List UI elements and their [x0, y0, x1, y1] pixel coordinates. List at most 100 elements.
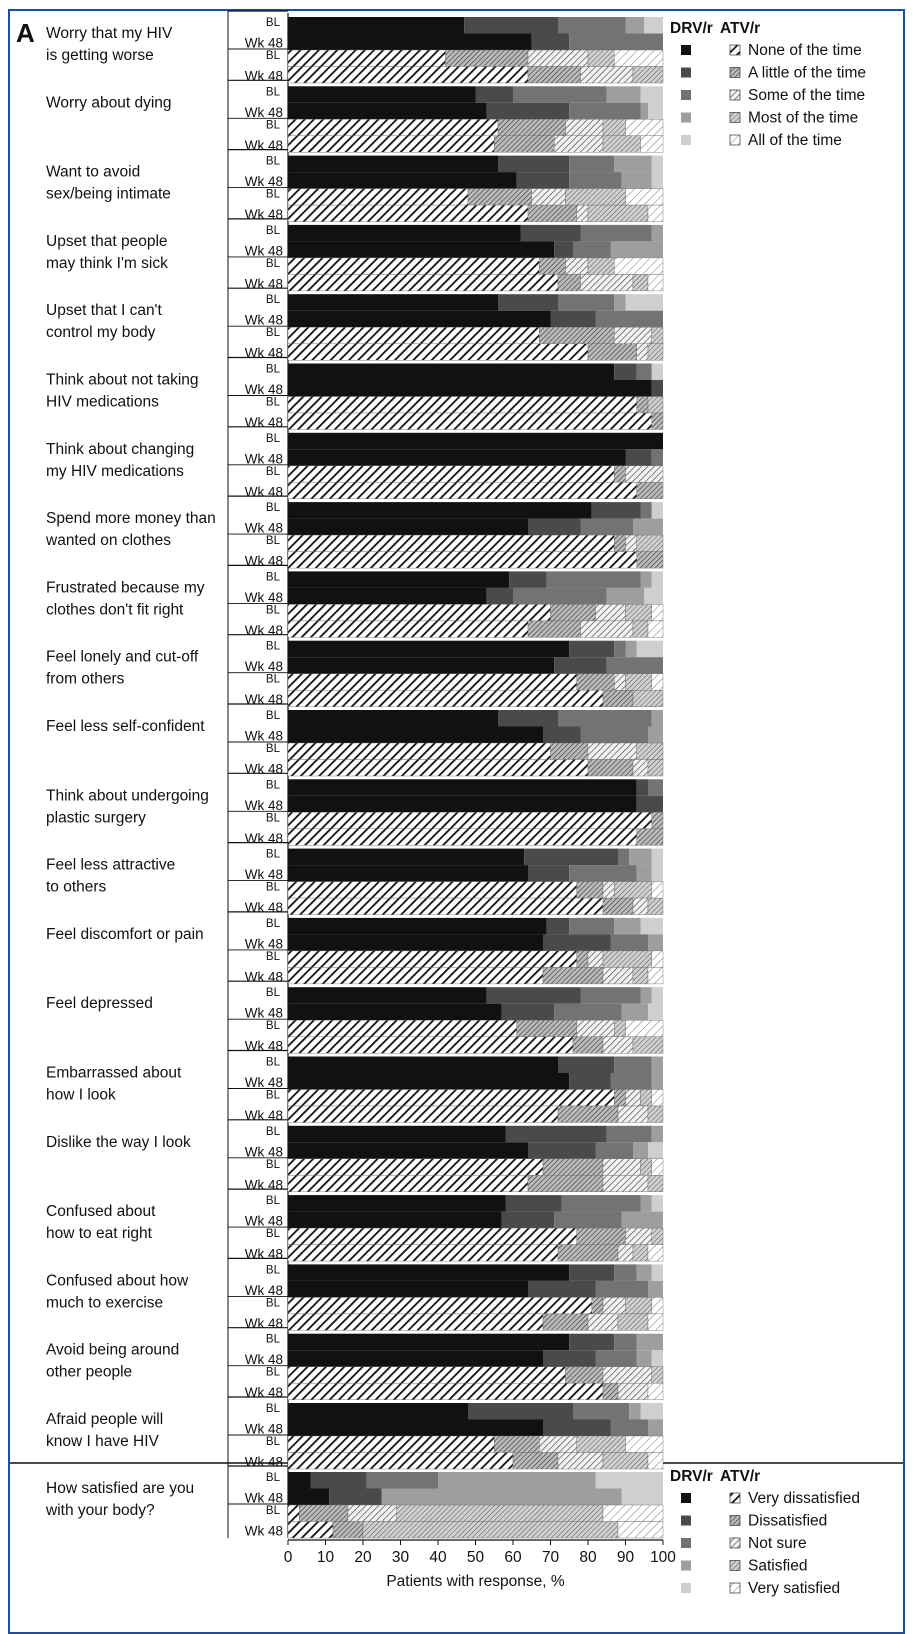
legend-swatch-drv: [681, 135, 691, 145]
item-label: Feel lonely and cut-off: [46, 649, 199, 666]
bar-segment-atv-bl: [287, 1227, 577, 1245]
bar-segment-atv-bl: [565, 188, 626, 206]
bar-segment-drv-wk48: [648, 102, 663, 120]
bar-segment-atv-bl: [602, 1158, 641, 1176]
legend-header-atv: ATV/r: [720, 1468, 760, 1485]
timepoint-label: BL: [266, 674, 281, 686]
bar-segment-atv-wk48: [617, 1521, 664, 1539]
bar-segment-atv-bl: [287, 188, 469, 206]
timepoint-label: BL: [266, 327, 281, 339]
bar-segment-atv-wk48: [647, 1452, 664, 1470]
bar-segment-drv-wk48: [288, 1419, 543, 1436]
bar-segment-atv-wk48: [640, 135, 664, 153]
bar-segment-atv-wk48: [617, 1382, 649, 1400]
item-label: Feel depressed: [46, 995, 153, 1012]
bar-segment-atv-bl: [587, 257, 615, 275]
bar-segment-drv-bl: [569, 1333, 615, 1351]
bar-segment-atv-wk48: [576, 204, 589, 222]
item-label: Afraid people will: [46, 1411, 163, 1428]
bar-segment-atv-bl: [539, 1435, 577, 1453]
timepoint-label: BL: [266, 1057, 281, 1069]
bar-segment-atv-bl: [287, 465, 615, 483]
timepoint-label: BL: [266, 1228, 281, 1240]
legend-swatch-atv: [729, 134, 741, 146]
bar-segment-atv-wk48: [287, 482, 637, 499]
bar-segment-atv-bl: [651, 881, 664, 899]
legend-entry: Very satisfied: [748, 1580, 840, 1597]
timepoint-label: Wk 48: [245, 623, 283, 638]
bar-segment-atv-wk48: [512, 1452, 559, 1470]
timepoint-label: Wk 48: [245, 729, 283, 744]
bar-segment-drv-wk48: [621, 1003, 648, 1021]
bar-segment-drv-bl: [614, 363, 637, 380]
bar-segment-atv-bl: [651, 1227, 664, 1245]
bar-segment-atv-wk48: [647, 204, 664, 222]
bar-segment-drv-wk48: [550, 310, 596, 328]
bar-segment-atv-wk48: [287, 135, 495, 153]
bar-segment-atv-wk48: [287, 1452, 514, 1470]
bar-segment-drv-bl: [468, 1403, 573, 1420]
bar-segment-atv-wk48: [632, 274, 649, 292]
bar-segment-atv-bl: [287, 1366, 566, 1384]
bar-segment-atv-bl: [576, 1435, 626, 1453]
bar-segment-drv-wk48: [543, 726, 581, 743]
bar-segment-drv-wk48: [516, 172, 570, 189]
timepoint-label: BL: [266, 1126, 281, 1138]
timepoint-label: BL: [266, 189, 281, 201]
bar-segment-drv-bl: [651, 710, 663, 727]
bar-segment-drv-wk48: [501, 1003, 555, 1021]
timepoint-label: BL: [266, 535, 281, 547]
bar-segment-atv-wk48: [287, 1036, 574, 1054]
bar-segment-atv-bl: [494, 1435, 540, 1453]
legend-swatch-drv: [681, 1515, 691, 1526]
bar-segment-drv-bl: [288, 1333, 570, 1351]
bar-segment-drv-wk48: [606, 657, 663, 674]
legend-swatch-atv: [729, 1560, 741, 1571]
bar-segment-drv-wk48: [569, 102, 641, 120]
timepoint-label: Wk 48: [245, 1283, 283, 1298]
bar-segment-drv-bl: [513, 86, 607, 103]
timepoint-label: Wk 48: [245, 1247, 283, 1262]
bar-segment-drv-bl: [591, 502, 641, 519]
bar-segment-drv-bl: [580, 224, 652, 242]
x-tick-label: 20: [354, 1549, 372, 1566]
timepoint-label: Wk 48: [245, 313, 283, 328]
legend-swatch-atv: [729, 44, 741, 56]
bar-segment-drv-bl: [310, 1472, 367, 1489]
bar-segment-drv-bl: [288, 1403, 468, 1420]
bar-segment-atv-wk48: [647, 1105, 664, 1123]
bar-segment-drv-bl: [288, 779, 637, 796]
bar-segment-drv-wk48: [569, 1073, 611, 1090]
legend-swatch-atv: [729, 1582, 741, 1594]
bar-segment-drv-bl: [629, 848, 652, 866]
bar-segment-drv-wk48: [288, 102, 487, 120]
timepoint-label: Wk 48: [245, 207, 283, 222]
bar-segment-drv-bl: [651, 987, 663, 1004]
bar-segment-drv-wk48: [648, 1280, 663, 1298]
bar-segment-atv-wk48: [287, 690, 604, 707]
bar-segment-atv-wk48: [362, 1521, 619, 1539]
bar-segment-atv-wk48: [632, 1036, 664, 1054]
bar-segment-atv-bl: [576, 881, 604, 899]
legend-swatch-drv: [681, 1583, 691, 1593]
item-label: Embarrassed about: [46, 1065, 182, 1082]
bar-segment-drv-bl: [288, 1195, 506, 1212]
bar-segment-drv-bl: [546, 571, 641, 588]
item-label: plastic surgery: [46, 809, 146, 826]
legend-swatch-atv: [729, 1515, 741, 1526]
bar-segment-atv-bl: [287, 1297, 592, 1315]
bar-segment-drv-wk48: [651, 1073, 663, 1090]
bar-segment-drv-bl: [640, 1403, 663, 1420]
timepoint-label: BL: [266, 849, 281, 861]
bar-segment-drv-bl: [569, 155, 615, 173]
bar-segment-atv-bl: [539, 257, 566, 275]
bar-segment-drv-bl: [288, 987, 487, 1004]
bar-segment-drv-wk48: [625, 449, 652, 466]
bar-segment-atv-wk48: [602, 967, 634, 985]
bar-segment-drv-bl: [640, 86, 663, 103]
bar-segment-drv-bl: [614, 1056, 652, 1073]
bar-segment-drv-wk48: [288, 1003, 502, 1021]
bar-segment-atv-bl: [542, 1158, 604, 1176]
bar-segment-atv-wk48: [287, 274, 559, 292]
bar-segment-drv-bl: [288, 1125, 506, 1143]
